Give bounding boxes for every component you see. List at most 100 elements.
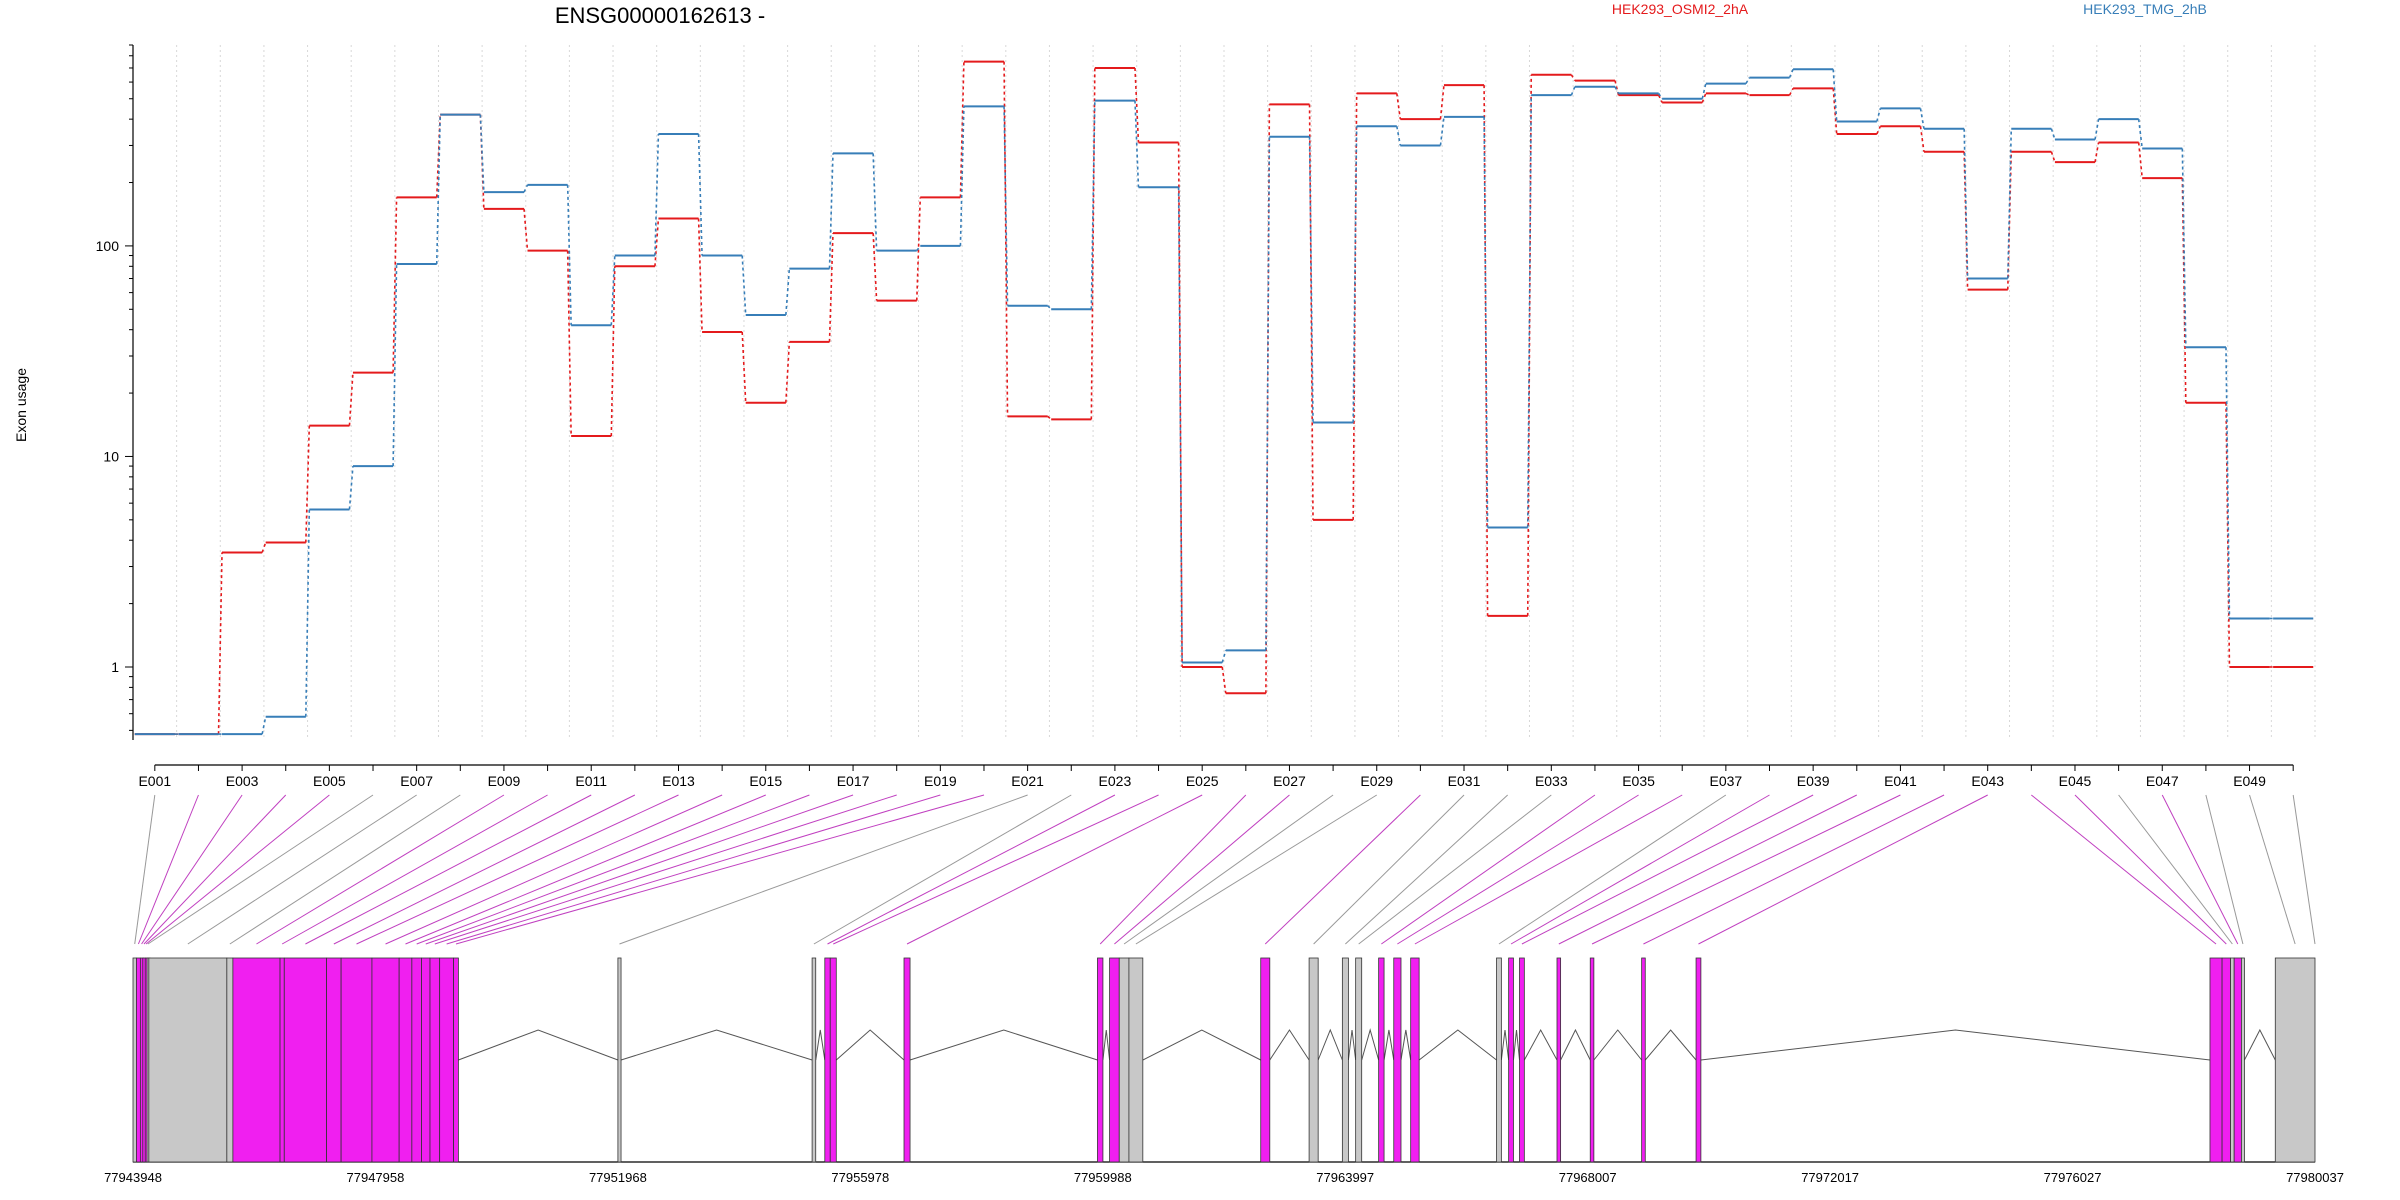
- exon-connector: [187, 794, 417, 945]
- data-transition: [1701, 83, 1707, 99]
- exon-connector: [1498, 794, 1727, 945]
- coordinate-label: 77976027: [2044, 1170, 2102, 1185]
- data-transition: [872, 153, 878, 251]
- data-transition: [1745, 77, 1751, 85]
- data-transition: [741, 331, 747, 403]
- exon-connector: [1643, 794, 1945, 945]
- data-transition: [261, 716, 267, 735]
- exon-box: [226, 957, 234, 1163]
- data-transition: [1090, 67, 1096, 420]
- x-tick-label: E029: [1360, 773, 1393, 789]
- exon-box: [1118, 957, 1130, 1163]
- exon-box: [617, 957, 622, 1163]
- coordinate-label: 77972017: [1801, 1170, 1859, 1185]
- exon-box: [2241, 957, 2245, 1163]
- exon-connector: [1698, 794, 1988, 945]
- coordinate-label: 77947958: [347, 1170, 405, 1185]
- x-tick-label: E027: [1273, 773, 1306, 789]
- series-lines: [134, 60, 2314, 736]
- y-tick-label: 1: [111, 659, 119, 675]
- intron-line: [1593, 1029, 1643, 1061]
- x-tick-label: E005: [313, 773, 346, 789]
- exon-box: [148, 957, 228, 1163]
- data-transition: [1614, 86, 1620, 94]
- data-transition: [1570, 86, 1576, 96]
- exon-connector: [1414, 794, 1683, 945]
- intron-line: [1269, 1029, 1310, 1061]
- data-transition: [523, 208, 529, 251]
- exon-connector: [906, 794, 1203, 945]
- x-tick-label: E025: [1186, 773, 1219, 789]
- intron-line: [2243, 1028, 2276, 1061]
- intron-line: [1512, 1029, 1521, 1061]
- exon-box: [2209, 957, 2223, 1163]
- data-transition: [697, 218, 703, 333]
- x-tick-label: E031: [1448, 773, 1481, 789]
- exon-box: [1589, 957, 1595, 1163]
- exon-connector: [813, 794, 1072, 945]
- exon-connector: [2074, 794, 2227, 945]
- intron-line: [1500, 1029, 1510, 1061]
- x-tick-label: E039: [1797, 773, 1830, 789]
- exon-connector: [1381, 794, 1596, 945]
- exon-box: [2230, 957, 2235, 1163]
- intron-line: [1644, 1029, 1697, 1061]
- exon-connector: [2205, 794, 2244, 945]
- exon-box: [132, 957, 137, 1163]
- exon-connector: [619, 794, 1028, 945]
- exon-box: [371, 957, 400, 1163]
- data-transition: [1047, 305, 1052, 310]
- exon-box: [1378, 957, 1385, 1163]
- exon-box: [829, 957, 837, 1163]
- data-transition: [479, 114, 485, 209]
- exon-connector: [1123, 794, 1334, 945]
- series-1: [134, 60, 2314, 736]
- data-transition: [392, 197, 398, 373]
- exon-box: [453, 957, 459, 1163]
- exon-connector: [1345, 794, 1508, 945]
- data-transition: [1265, 136, 1271, 651]
- exon-box: [340, 957, 373, 1163]
- data-transition: [915, 197, 922, 301]
- data-transition: [1003, 61, 1009, 417]
- exon-connector: [143, 794, 287, 945]
- exon-box: [1308, 957, 1319, 1163]
- exon-connector: [2161, 794, 2239, 945]
- data-transition: [741, 255, 747, 315]
- data-transition: [566, 250, 572, 437]
- data-transition: [1396, 93, 1402, 120]
- data-transition: [2137, 119, 2143, 149]
- exon-box: [283, 957, 327, 1163]
- x-tick-label: E001: [138, 773, 171, 789]
- exon-connector: [1397, 794, 1639, 945]
- exon-connector: [416, 794, 810, 945]
- chart-title: ENSG00000162613 -: [555, 3, 765, 28]
- y-tick-label: 100: [96, 238, 120, 254]
- exon-connector: [1313, 794, 1465, 945]
- exon-connector: [1114, 794, 1290, 945]
- data-transition: [1657, 94, 1663, 103]
- exon-box: [429, 957, 441, 1163]
- exon-connector: [305, 794, 592, 945]
- exon-box: [1393, 957, 1402, 1163]
- x-tick-label: E045: [2059, 773, 2092, 789]
- exon-box: [1519, 957, 1525, 1163]
- intron-line: [1347, 1029, 1357, 1061]
- exon-box: [1109, 957, 1120, 1163]
- intron-line: [815, 1029, 826, 1061]
- intron-line: [1418, 1029, 1497, 1061]
- exon-box: [1355, 957, 1363, 1163]
- legend-series-1: HEK293_OSMI2_2hA: [1612, 1, 1749, 17]
- exon-connector: [141, 794, 243, 945]
- data-transition: [610, 266, 616, 437]
- intron-line: [1400, 1029, 1412, 1061]
- data-transition: [1832, 88, 1838, 135]
- exon-box: [326, 957, 342, 1163]
- x-tick-label: E003: [226, 773, 259, 789]
- x-tick-label: E033: [1535, 773, 1568, 789]
- coordinate-label: 77951968: [589, 1170, 647, 1185]
- exon-connector: [281, 794, 548, 945]
- exon-connector: [1099, 794, 1247, 945]
- x-tick-label: E009: [488, 773, 521, 789]
- axes: 1 10 100 E001 E003 E005 E007 E009 E011 E013 E015 E0…: [96, 44, 2294, 789]
